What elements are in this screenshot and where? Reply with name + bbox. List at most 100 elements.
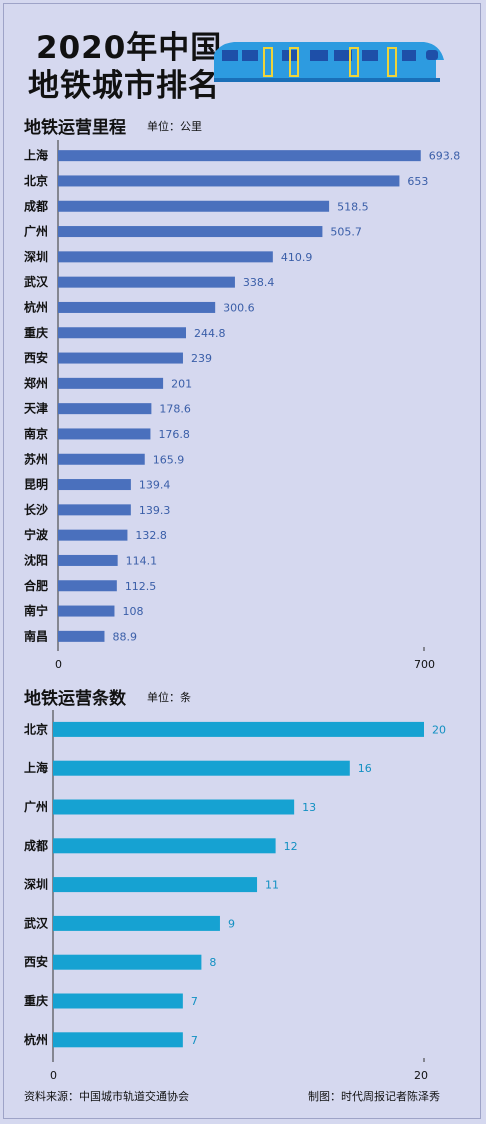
source-note: 资料来源：中国城市轨道交通协会: [24, 1090, 189, 1103]
category-label: 北京: [24, 721, 48, 736]
category-label: 沈阳: [24, 552, 48, 567]
bar: [58, 580, 117, 592]
bar: [58, 529, 128, 541]
value-label: 410.9: [281, 251, 313, 264]
value-label: 176.8: [158, 428, 190, 441]
bar: [58, 301, 216, 313]
category-label: 杭州: [24, 299, 48, 314]
value-label: 13: [302, 801, 316, 814]
value-label: 108: [122, 605, 143, 618]
bar: [58, 504, 131, 516]
category-label: 成都: [24, 838, 48, 853]
value-label: 132.8: [135, 529, 167, 542]
bar: [53, 721, 424, 737]
value-label: 178.6: [159, 403, 191, 416]
value-label: 653: [407, 175, 428, 188]
bar: [53, 993, 183, 1009]
value-label: 7: [191, 1034, 198, 1047]
category-label: 武汉: [24, 915, 49, 930]
value-label: 239: [191, 352, 212, 365]
x-tick-label: 20: [414, 1069, 428, 1080]
bar: [58, 327, 186, 339]
bar: [58, 251, 273, 263]
category-label: 长沙: [24, 502, 48, 517]
category-label: 苏州: [24, 451, 48, 466]
category-label: 成都: [24, 198, 48, 213]
page-frame: [3, 3, 481, 1119]
value-label: 9: [228, 917, 235, 930]
bar: [58, 605, 115, 617]
value-label: 201: [171, 377, 192, 390]
value-label: 139.3: [139, 504, 171, 517]
x-tick-label: 0: [50, 1069, 57, 1080]
bar: [58, 276, 235, 288]
value-label: 88.9: [112, 630, 136, 643]
bar: [53, 877, 258, 893]
bar: [58, 226, 323, 238]
category-label: 广州: [24, 224, 48, 239]
train-window: [402, 50, 416, 61]
category-label: 南宁: [24, 603, 48, 618]
train-cab-window: [426, 50, 438, 60]
category-label: 杭州: [24, 1032, 48, 1047]
chart2-title: 地铁运营条数: [24, 689, 126, 709]
bar: [58, 200, 330, 212]
category-label: 南京: [24, 426, 48, 441]
value-label: 7: [191, 995, 198, 1008]
value-label: 244.8: [194, 327, 226, 340]
category-label: 南昌: [24, 628, 48, 643]
bar: [53, 915, 220, 931]
value-label: 139.4: [139, 479, 171, 492]
chart1-unit: 单位：公里: [147, 120, 202, 133]
x-tick-label: 0: [55, 658, 62, 671]
bar: [58, 175, 400, 187]
bar: [58, 479, 131, 491]
category-label: 武汉: [24, 274, 49, 289]
bar: [53, 760, 350, 776]
bar: [53, 1032, 183, 1048]
value-label: 693.8: [429, 150, 461, 163]
category-label: 昆明: [24, 478, 48, 492]
page-title-line1: 2020年中国: [36, 30, 223, 66]
value-label: 518.5: [337, 200, 369, 213]
bar: [58, 453, 145, 465]
value-label: 16: [358, 762, 372, 775]
value-label: 11: [265, 879, 279, 892]
page-title-line2: 地铁城市排名: [28, 68, 220, 104]
value-label: 338.4: [243, 276, 275, 289]
chart1-title: 地铁运营里程: [24, 118, 126, 138]
bar: [58, 630, 105, 642]
value-label: 20: [432, 723, 446, 736]
train-door: [289, 47, 299, 77]
category-label: 深圳: [24, 877, 48, 892]
train-door: [387, 47, 397, 77]
train-window: [222, 50, 238, 61]
lines-chart: 北京 20 上海 16 广州 13 成都 12 深圳 11 武汉 9 西安 8 重庆 7 杭州 7 0 20: [24, 710, 446, 1080]
category-label: 合肥: [24, 578, 48, 593]
bar: [53, 954, 202, 970]
train-window: [334, 50, 352, 61]
category-label: 深圳: [24, 249, 48, 264]
value-label: 114.1: [126, 554, 157, 567]
train-door: [349, 47, 359, 77]
bar: [53, 838, 276, 854]
train-door: [263, 47, 273, 77]
mileage-chart: 上海 693.8 北京 653 成都 518.5 广州 505.7 深圳 410.9 武汉 338.4…: [24, 140, 461, 671]
value-label: 505.7: [330, 226, 362, 239]
x-tick-label: 700: [414, 658, 435, 671]
category-label: 重庆: [24, 993, 48, 1008]
category-label: 宁波: [24, 527, 49, 542]
bar: [58, 150, 421, 162]
train-icon: [214, 42, 444, 82]
train-window: [242, 50, 258, 61]
category-label: 西安: [24, 954, 48, 969]
value-label: 8: [209, 956, 216, 969]
category-label: 天津: [24, 401, 48, 416]
train-base: [214, 78, 440, 82]
bar: [58, 352, 183, 364]
bar: [58, 403, 152, 415]
category-label: 郑州: [24, 375, 48, 390]
category-label: 北京: [24, 173, 48, 188]
value-label: 300.6: [223, 301, 255, 314]
credit-note: 制图：时代周报记者陈泽秀: [308, 1090, 440, 1103]
